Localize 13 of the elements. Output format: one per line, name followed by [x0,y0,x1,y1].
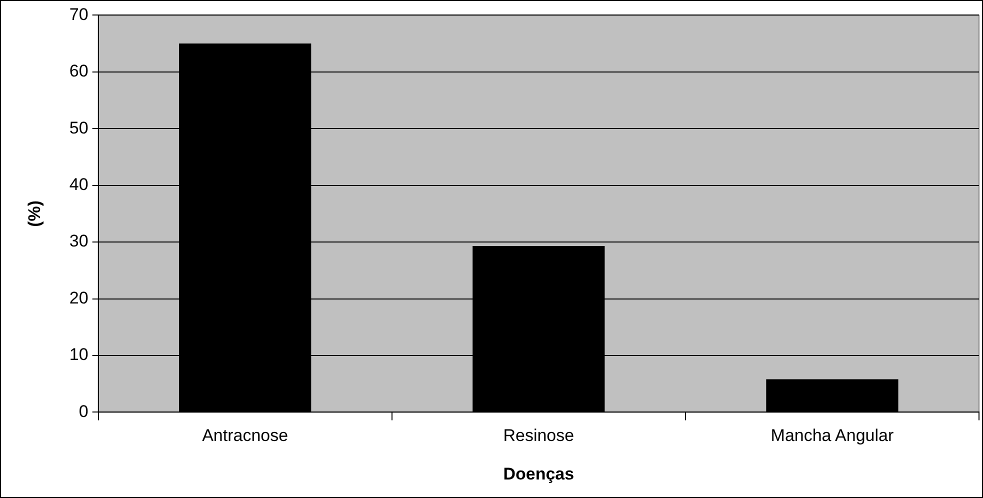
y-tick-label: 50 [69,118,88,138]
y-axis-title: (%) [24,200,44,227]
x-tick-label: Resinose [503,426,574,446]
y-tick-label: 40 [69,175,88,194]
x-axis-title: Doenças [503,464,574,484]
y-tick-label: 70 [69,4,88,24]
y-tick-label: 10 [69,345,88,364]
y-tick-label: 0 [78,402,88,421]
y-tick-label: 60 [69,62,88,81]
y-tick-label: 20 [69,288,88,308]
x-tick-label: Mancha Angular [770,426,894,446]
x-tick-label: Antracnose [202,426,288,446]
y-tick-label: 30 [69,232,88,251]
